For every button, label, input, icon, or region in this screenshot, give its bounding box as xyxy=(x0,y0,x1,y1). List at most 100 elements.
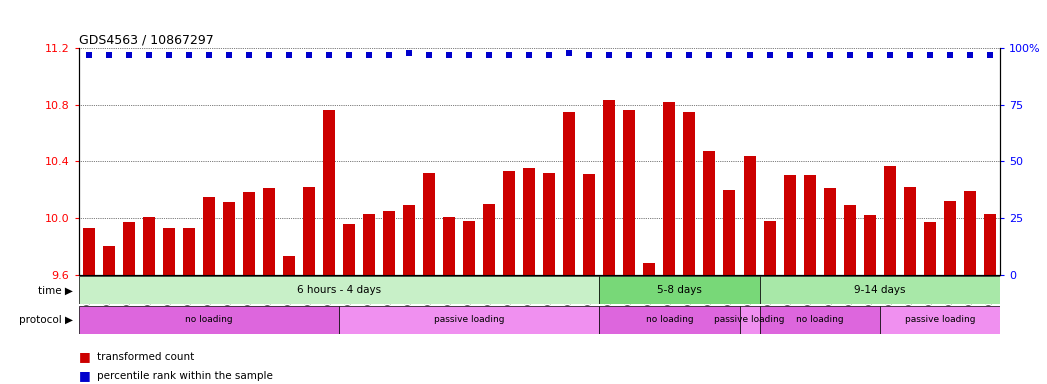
Point xyxy=(981,52,998,58)
Point xyxy=(81,52,97,58)
Text: time ▶: time ▶ xyxy=(39,285,73,295)
Text: 5-8 days: 5-8 days xyxy=(656,285,701,295)
Bar xyxy=(223,202,235,275)
Point xyxy=(882,52,898,58)
Point xyxy=(241,52,258,58)
Text: ■: ■ xyxy=(79,369,90,382)
Point xyxy=(500,52,517,58)
Bar xyxy=(879,306,1000,334)
Point xyxy=(520,52,537,58)
Bar xyxy=(783,175,796,275)
Bar xyxy=(664,102,675,275)
Bar xyxy=(79,276,599,304)
Bar xyxy=(904,187,916,275)
Point xyxy=(862,52,878,58)
Bar xyxy=(563,112,575,275)
Point xyxy=(421,52,438,58)
Bar xyxy=(739,306,759,334)
Bar xyxy=(504,171,515,275)
Bar xyxy=(964,191,976,275)
Point xyxy=(661,52,677,58)
Point xyxy=(621,52,638,58)
Point xyxy=(581,52,598,58)
Bar xyxy=(684,112,695,275)
Bar xyxy=(844,205,855,275)
Bar xyxy=(623,110,636,275)
Bar xyxy=(383,211,395,275)
Bar xyxy=(923,222,936,275)
Point xyxy=(941,52,958,58)
Bar xyxy=(263,188,274,275)
Text: transformed count: transformed count xyxy=(97,352,195,362)
Text: 9-14 days: 9-14 days xyxy=(854,285,906,295)
Bar xyxy=(723,190,735,275)
Point xyxy=(801,52,818,58)
Bar xyxy=(759,306,879,334)
Bar xyxy=(363,214,375,275)
Text: protocol ▶: protocol ▶ xyxy=(19,315,73,325)
Point xyxy=(561,50,578,56)
Bar xyxy=(643,263,655,275)
Bar xyxy=(759,276,1000,304)
Bar xyxy=(182,228,195,275)
Text: passive loading: passive loading xyxy=(433,315,505,324)
Bar xyxy=(884,166,896,275)
Bar xyxy=(122,222,135,275)
Text: no loading: no loading xyxy=(796,315,844,324)
Bar xyxy=(599,306,739,334)
Point xyxy=(340,52,357,58)
Point xyxy=(461,52,477,58)
Point xyxy=(761,52,778,58)
Point xyxy=(721,52,738,58)
Point xyxy=(701,52,718,58)
Point xyxy=(961,52,978,58)
Bar xyxy=(524,168,535,275)
Point xyxy=(180,52,197,58)
Point xyxy=(160,52,177,58)
Bar xyxy=(403,205,415,275)
Point xyxy=(101,52,117,58)
Bar xyxy=(603,100,616,275)
Text: ■: ■ xyxy=(79,350,90,363)
Bar xyxy=(83,228,94,275)
Bar xyxy=(804,175,816,275)
Text: passive loading: passive loading xyxy=(905,315,975,324)
Bar xyxy=(984,214,996,275)
Bar xyxy=(322,110,335,275)
Bar xyxy=(339,306,599,334)
Point xyxy=(681,52,697,58)
Point xyxy=(401,50,418,56)
Bar xyxy=(343,223,355,275)
Bar xyxy=(162,228,175,275)
Point xyxy=(441,52,458,58)
Bar xyxy=(203,197,215,275)
Point xyxy=(220,52,237,58)
Point xyxy=(281,52,297,58)
Point xyxy=(641,52,658,58)
Bar xyxy=(443,217,455,275)
Point xyxy=(821,52,838,58)
Bar xyxy=(283,256,295,275)
Bar xyxy=(864,215,875,275)
Point xyxy=(120,52,137,58)
Point xyxy=(140,52,157,58)
Bar xyxy=(543,172,555,275)
Bar xyxy=(824,188,836,275)
Point xyxy=(381,52,398,58)
Point xyxy=(601,52,618,58)
Bar xyxy=(303,187,315,275)
Bar xyxy=(704,151,715,275)
Point xyxy=(741,52,758,58)
Bar xyxy=(463,221,475,275)
Bar xyxy=(599,276,759,304)
Text: no loading: no loading xyxy=(185,315,232,324)
Point xyxy=(541,52,558,58)
Bar xyxy=(943,201,956,275)
Text: percentile rank within the sample: percentile rank within the sample xyxy=(97,371,273,381)
Text: GDS4563 / 10867297: GDS4563 / 10867297 xyxy=(79,34,214,47)
Point xyxy=(320,52,337,58)
Bar xyxy=(142,217,155,275)
Bar xyxy=(243,192,254,275)
Bar xyxy=(103,246,114,275)
Point xyxy=(481,52,497,58)
